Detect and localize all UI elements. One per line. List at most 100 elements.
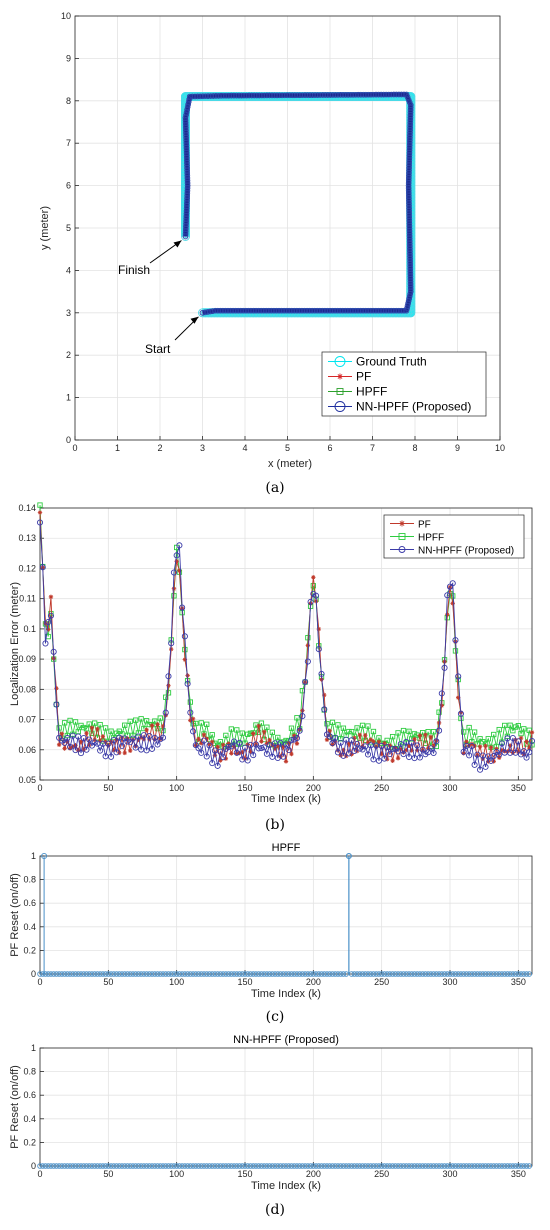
stem-marker <box>428 971 434 977</box>
series-point-1 <box>141 725 147 732</box>
plot-frame <box>74 15 501 441</box>
stem-marker <box>433 1163 440 1169</box>
series-point-2 <box>162 709 169 716</box>
x-tick-label: 3 <box>200 443 205 453</box>
x-tick-label: 6 <box>327 443 332 453</box>
stem-marker <box>269 1163 276 1169</box>
series-point-1 <box>507 722 513 728</box>
stem-marker <box>406 971 412 977</box>
stem-marker <box>392 971 399 977</box>
stem-marker <box>310 971 317 977</box>
y-tick-label: 0.2 <box>23 1137 36 1147</box>
x-tick-label: 10 <box>495 443 505 453</box>
stem-marker <box>307 971 314 977</box>
caption-b: (b) <box>265 817 285 833</box>
stem-marker <box>428 1163 434 1169</box>
stem-marker <box>116 1163 123 1169</box>
stem-marker <box>193 971 199 977</box>
stem-marker <box>127 971 133 977</box>
stem-marker <box>64 971 71 977</box>
series-point-2 <box>113 749 120 756</box>
stem-marker <box>307 1163 314 1169</box>
stem-marker <box>67 1163 73 1169</box>
series-point-1 <box>436 709 442 715</box>
nn-hpff-point <box>404 94 411 100</box>
stem-marker <box>449 971 456 977</box>
stem-marker <box>162 971 169 977</box>
stem-marker <box>482 971 489 977</box>
nn-hpff-point <box>183 109 190 116</box>
series-point-0 <box>256 723 261 729</box>
series-point-1 <box>450 593 456 599</box>
series-point-0 <box>108 739 114 744</box>
x-tick-label: 0 <box>37 977 42 987</box>
series-point-0 <box>122 750 127 756</box>
y-tick-label: 1 <box>31 851 36 861</box>
y-tick-label: 0.4 <box>23 922 36 932</box>
stem-marker <box>146 971 153 977</box>
series-point-0 <box>428 734 434 740</box>
series-point-2 <box>386 751 393 758</box>
series-point-2 <box>86 736 93 743</box>
series-point-0 <box>423 732 428 738</box>
series-point-1 <box>466 724 472 731</box>
series-point-2 <box>173 552 180 559</box>
series-point-1 <box>400 727 407 734</box>
x-tick-label: 7 <box>370 443 375 453</box>
stem-marker <box>466 971 472 977</box>
series-point-0 <box>322 692 327 698</box>
stem-marker <box>113 1163 120 1169</box>
series-point-1 <box>411 731 418 737</box>
y-tick-label: 0.2 <box>23 945 36 955</box>
series-point-2 <box>444 592 451 599</box>
stem-marker <box>387 1163 393 1169</box>
series-point-1 <box>310 583 316 589</box>
series-point-1 <box>329 719 336 726</box>
series-point-1 <box>512 724 519 730</box>
stem-marker <box>367 971 374 977</box>
series-point-0 <box>62 746 67 751</box>
x-axis-label: x (meter) <box>268 458 312 470</box>
stem-marker <box>214 1163 221 1169</box>
stem-marker <box>187 971 194 977</box>
stem-marker <box>510 1163 516 1169</box>
stem-marker <box>201 1163 207 1169</box>
series-point-2 <box>143 747 150 754</box>
stem-marker <box>351 1163 358 1169</box>
stem-marker <box>313 971 319 977</box>
y-tick-label: 2 <box>66 350 71 360</box>
stem-marker <box>499 1163 505 1169</box>
series-point-2 <box>231 738 238 745</box>
series-point-2 <box>217 748 224 755</box>
series-point-2 <box>477 766 484 773</box>
stem-marker <box>217 1163 224 1169</box>
legend-label-1: PF <box>356 370 371 384</box>
y-tick-label: 10 <box>61 11 71 21</box>
series-point-2 <box>326 733 333 740</box>
series-point-2 <box>460 748 467 755</box>
stem-marker <box>253 1163 259 1169</box>
series-point-0 <box>450 601 455 606</box>
panel-d-nnhpff-reset-plot: 0 50 100 150 200 250 300 350 0 0.2 0.4 0.6 0.8 1 Time … <box>9 1034 533 1218</box>
series-point-2 <box>419 746 426 753</box>
series-point-1 <box>474 741 480 747</box>
stem-marker <box>433 971 440 977</box>
series-point-2 <box>400 751 407 758</box>
series-point-0 <box>445 612 450 617</box>
stem-marker <box>488 1163 494 1169</box>
series-point-0 <box>382 741 387 746</box>
stem-marker <box>406 1163 412 1169</box>
stem-marker <box>50 1163 57 1169</box>
series-point-0 <box>352 735 357 741</box>
stem-marker <box>305 1163 311 1169</box>
stem-marker <box>143 1163 150 1169</box>
x-tick-label: 4 <box>242 443 247 453</box>
stem-marker <box>132 1163 139 1169</box>
stem-marker <box>42 1163 49 1169</box>
y-tick-label: 9 <box>66 53 71 63</box>
y-tick-label: 0.11 <box>19 594 36 604</box>
series-point-2 <box>110 737 117 744</box>
stem-marker <box>400 971 407 977</box>
series-point-0 <box>477 744 483 749</box>
